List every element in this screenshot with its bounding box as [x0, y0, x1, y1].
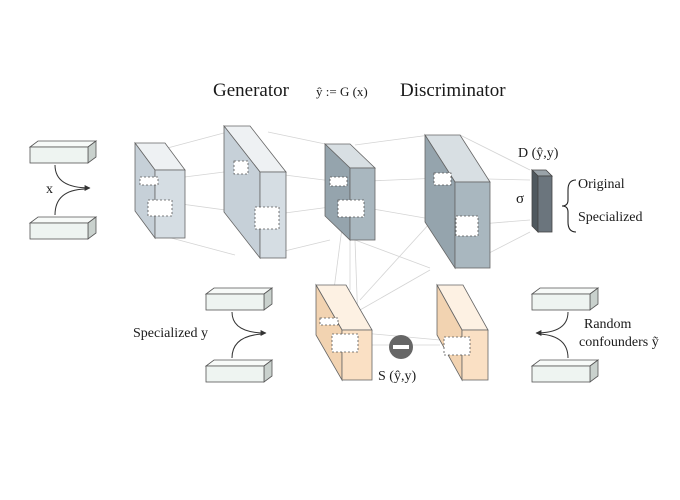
specialized-y-label: Specialized y — [133, 326, 208, 341]
original-label: Original — [578, 177, 625, 192]
s-similarity-label: S (ŷ,y) — [378, 369, 416, 384]
specialized-block-right — [436, 283, 489, 382]
d-output-label: D (ŷ,y) — [518, 146, 559, 161]
input-bar-y-top — [204, 287, 274, 311]
specialized-label: Specialized — [578, 210, 643, 225]
generator-title: Generator — [213, 80, 290, 101]
discriminator-title: Discriminator — [400, 80, 506, 101]
specialized-block-left — [315, 283, 373, 382]
x-merge-arrow — [54, 164, 91, 216]
minus-circle-icon — [389, 335, 413, 359]
input-bar-confounders-bottom — [530, 359, 600, 383]
generator-block-1 — [134, 141, 186, 240]
input-bar-x-bottom — [28, 216, 98, 240]
random-confounders-label-line1: Random — [584, 317, 632, 332]
input-bar-y-bottom — [204, 359, 274, 383]
random-confounders-label-line2: confounders ỹ — [579, 335, 659, 350]
sigma-output-bar — [531, 169, 553, 233]
generator-block-3 — [324, 143, 376, 241]
generator-formula: ŷ := G (x) — [316, 84, 368, 99]
discriminator-block — [424, 133, 491, 270]
input-bar-confounders-top — [530, 287, 600, 311]
x-label: x — [46, 182, 53, 197]
confounders-merge-arrow — [535, 311, 569, 359]
generator-block-2 — [223, 124, 287, 260]
sigma-label: σ — [516, 191, 524, 207]
output-brace — [561, 179, 577, 233]
input-bar-x-top — [28, 140, 98, 164]
specialized-y-merge-arrow — [231, 311, 267, 359]
